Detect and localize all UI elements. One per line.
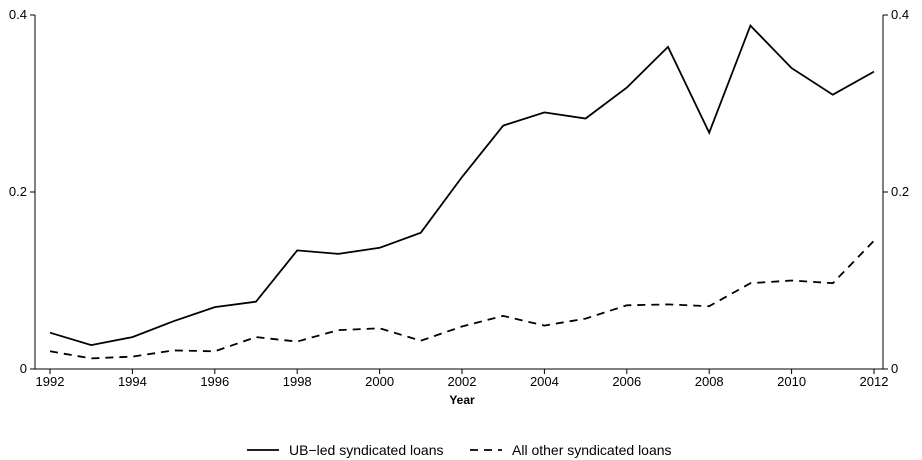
x-tick-label: 1994 [118,374,147,389]
y-tick-label-right: 0.2 [891,184,909,199]
x-tick-label: 2012 [860,374,889,389]
y-axis-right-ticks: 0 0.2 0.4 [883,7,909,376]
series-line-1 [49,23,875,347]
x-tick-label: 2004 [530,374,559,389]
y-tick-label-left: 0.4 [9,7,27,22]
y-tick-label-left: 0 [20,361,27,376]
y-axis-left-ticks: 0 0.2 0.4 [9,7,35,376]
x-tick-label: 2006 [612,374,641,389]
x-tick-label: 2008 [695,374,724,389]
x-tick-label: 1996 [200,374,229,389]
y-tick-label-left: 0.2 [9,184,27,199]
x-tick-label: 2002 [448,374,477,389]
axes [34,15,884,370]
x-tick-label: 1998 [283,374,312,389]
y-tick-label-right: 0.4 [891,7,909,22]
series-lines [49,23,875,360]
x-tick-label: 2000 [365,374,394,389]
x-tick-label: 2010 [777,374,806,389]
series-line-2 [49,240,875,360]
x-tick-label: 1992 [36,374,65,389]
legend: UB−led syndicated loans All other syndica… [247,442,672,458]
x-axis-ticks: 1992 1994 1996 1998 2000 2002 2004 2006 2008 2010… [36,369,889,389]
y-tick-label-right: 0 [891,361,898,376]
legend-label-1: UB−led syndicated loans [289,442,444,458]
x-axis-title: Year [449,393,475,407]
legend-label-2: All other syndicated loans [512,442,672,458]
